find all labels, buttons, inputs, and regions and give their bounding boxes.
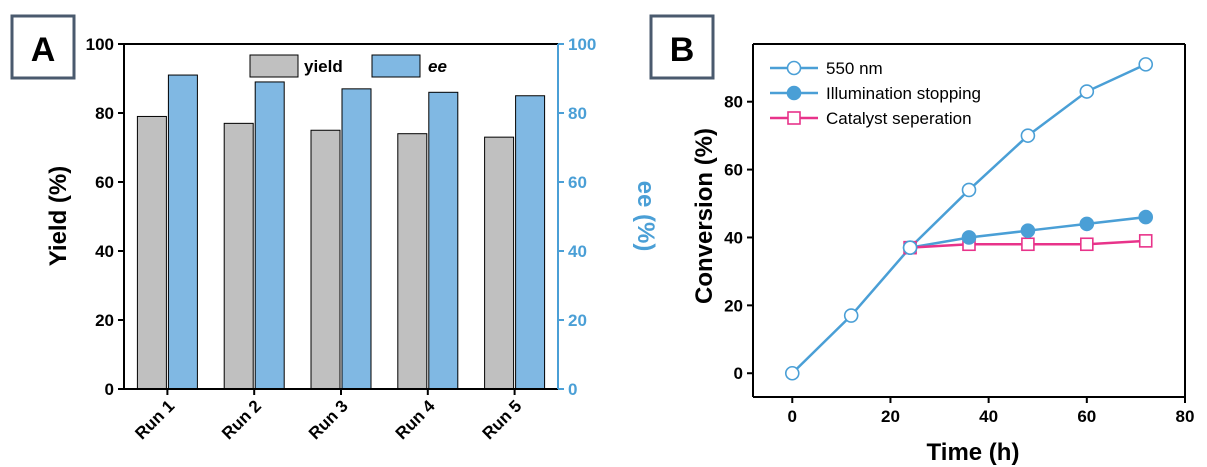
panel-a-label: A: [31, 31, 56, 69]
legend-label-ee: ee: [428, 57, 447, 76]
y-tick-label-left-40: 40: [95, 242, 114, 261]
y-tick-label-left-20: 20: [95, 311, 114, 330]
point-b-3-3: [1021, 237, 1035, 252]
axes-b: [752, 43, 1186, 398]
y-tick-label-right-60: 60: [568, 173, 587, 192]
point-b-2-3: [1020, 223, 1036, 238]
y-tick-label-b-60: 60: [724, 161, 743, 180]
legend-a: yield ee: [249, 54, 447, 78]
point-b-1-4: [961, 182, 977, 198]
point-b-3-5: [1138, 234, 1153, 248]
bar-yield-2: [223, 122, 254, 390]
x-tick-label-a-3: Run 3: [305, 396, 352, 443]
point-b-2-4: [1079, 216, 1095, 232]
bar-ee-4: [428, 91, 459, 390]
x-tick-label-b-20: 20: [881, 407, 900, 426]
bar-ee-5: [515, 95, 546, 390]
y-tick-label-right-40: 40: [568, 242, 587, 261]
point-b-1-2: [843, 308, 859, 323]
bars-group-a: [136, 74, 546, 390]
legend-marker-b-3: [787, 111, 801, 125]
y-axis-label-right: ee (%): [632, 181, 659, 252]
legend-marker-b-1: [786, 60, 802, 76]
panel-b-label-box: B: [649, 14, 715, 80]
y-tick-label-right-80: 80: [568, 104, 587, 123]
y-tick-label-right-20: 20: [568, 311, 587, 330]
x-tick-label-a-5: Run 5: [479, 396, 526, 443]
chart-a: A Run 1 Run 2 Run 3 Run 4 Run 5 0 0 20 20 40 40 60 6…: [10, 14, 659, 443]
y-tick-label-left-60: 60: [95, 173, 114, 192]
y-axis-label-b: Conversion (%): [691, 128, 718, 304]
y-tick-label-left-0: 0: [105, 380, 114, 399]
legend-label-b-3: Catalyst seperation: [826, 109, 972, 128]
panel-b-label: B: [670, 31, 695, 69]
bar-yield-5: [484, 136, 515, 390]
x-axis-label-b: Time (h): [927, 439, 1020, 466]
y-tick-label-b-20: 20: [724, 296, 743, 315]
point-b-2-2: [961, 230, 977, 245]
x-tick-label-b-0: 0: [788, 407, 797, 426]
bar-yield-3: [310, 129, 341, 390]
legend-swatch-ee: [371, 54, 421, 78]
point-b-1-7: [1138, 57, 1154, 72]
bar-ee-2: [254, 81, 285, 390]
legend-marker-b-2: [786, 85, 802, 101]
x-tick-label-a-2: Run 2: [218, 396, 265, 443]
y-tick-label-left-100: 100: [86, 35, 114, 54]
y-axis-label-left: Yield (%): [45, 166, 72, 266]
bar-ee-3: [341, 88, 372, 390]
bar-yield-4: [397, 133, 428, 390]
y-tick-label-b-80: 80: [724, 93, 743, 112]
point-b-1-5: [1020, 128, 1036, 143]
ticks-b: 0 20 40 60 80 0 20 40 60 80: [724, 93, 1194, 426]
y-tick-label-b-0: 0: [734, 364, 743, 383]
series-group-b: [784, 57, 1154, 381]
point-b-3-4: [1080, 237, 1094, 252]
legend-label-b-2: Illumination stopping: [826, 84, 981, 103]
point-b-2-5: [1138, 209, 1154, 225]
legend-label-b-1: 550 nm: [826, 59, 883, 78]
point-b-1-6: [1079, 84, 1095, 99]
legend-label-yield: yield: [304, 57, 343, 76]
y-tick-label-right-100: 100: [568, 35, 596, 54]
x-tick-label-a-1: Run 1: [131, 396, 178, 443]
point-b-1-1: [784, 365, 800, 381]
legend-b: 550 nm Illumination stopping Catalyst sepe…: [770, 59, 981, 128]
x-tick-label-a-4: Run 4: [392, 396, 439, 443]
bar-yield-1: [136, 115, 167, 390]
y-tick-label-left-80: 80: [95, 104, 114, 123]
y-tick-label-right-0: 0: [568, 380, 577, 399]
bar-ee-1: [167, 74, 198, 390]
x-tick-label-b-80: 80: [1176, 407, 1195, 426]
panel-a-label-box: A: [10, 14, 76, 80]
legend-swatch-yield: [249, 54, 299, 78]
point-b-1-3: [902, 240, 918, 255]
chart-b: B 0 20 40 60 80 0 20 40 60 80 Conversion (%) Time…: [649, 14, 1194, 466]
x-tick-label-b-60: 60: [1077, 407, 1096, 426]
x-tick-label-b-40: 40: [979, 407, 998, 426]
y-tick-label-b-40: 40: [724, 228, 743, 247]
